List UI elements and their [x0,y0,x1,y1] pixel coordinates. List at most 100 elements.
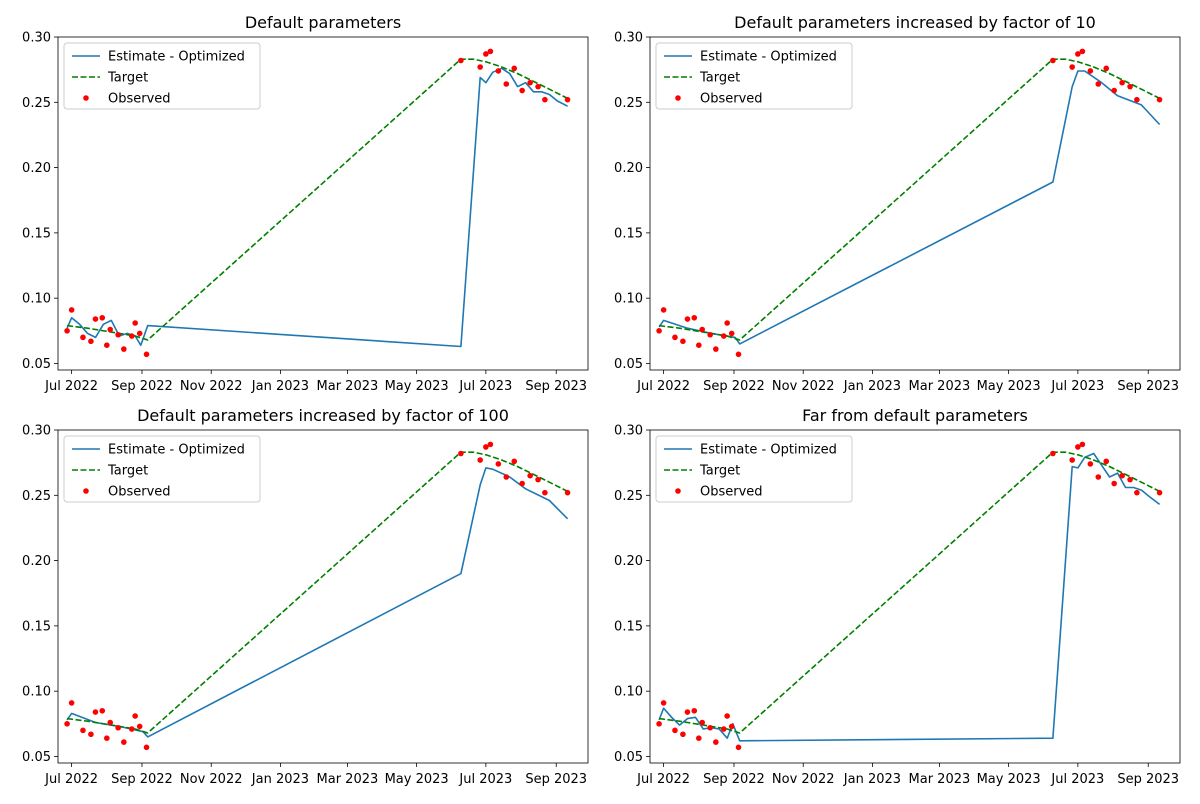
estimate-line [658,452,1161,742]
x-tick-label: Mar 2023 [317,379,379,394]
observed-point [724,713,730,719]
legend-label: Estimate - Optimized [108,443,245,458]
x-tick-label: Jan 2023 [843,379,901,394]
y-tick-label: 0.10 [22,685,51,700]
y-tick-label: 0.30 [614,31,643,46]
observed-point [707,724,713,731]
x-tick-label: Sep 2022 [111,379,173,394]
x-tick-label: Sep 2023 [525,379,587,394]
observed-point [483,444,489,450]
observed-point [1134,489,1140,496]
x-tick-label: Mar 2023 [909,772,971,787]
observed-point [88,731,94,738]
target-line [658,451,1160,734]
panel-title: Default parameters [245,13,401,32]
observed-point [1103,458,1110,465]
estimate-line [66,467,569,738]
observed-point [80,334,86,341]
observed-point [1069,457,1075,463]
observed-point [107,326,114,333]
legend-marker-observed [675,488,681,494]
y-tick-label: 0.30 [22,31,51,46]
observed-point [477,457,483,463]
legend-marker-observed [83,488,89,494]
observed-point [477,64,483,70]
observed-point [713,739,719,745]
observed-point [728,330,735,337]
observed-point [1075,444,1081,450]
legend-label: Target [699,71,740,86]
observed-point [728,723,735,730]
legend-label: Target [699,464,740,479]
x-tick-label: Nov 2022 [180,772,243,787]
x-tick-label: Jul 2022 [636,379,690,394]
observed-point [1119,79,1125,86]
observed-point [1050,450,1056,457]
plot-frame [649,429,1181,764]
y-tick-label: 0.20 [614,161,643,176]
legend: Estimate - Optimized Target Observed [655,435,853,503]
observed-point [1134,96,1140,103]
chart-panel-3: Default parameters increased by factor o… [22,406,589,787]
legend-label: Observed [108,485,171,500]
x-tick-label: May 2023 [977,772,1041,787]
panel-title: Far from default parameters [802,406,1028,425]
x-tick-label: Sep 2023 [525,772,587,787]
observed-point [1111,480,1117,487]
x-tick-label: Mar 2023 [909,379,971,394]
observed-point [503,81,510,87]
observed-point [1156,489,1163,496]
legend-box [655,435,853,503]
legend-label: Target [107,71,148,86]
estimate-line [658,70,1161,345]
observed-point [660,307,667,313]
observed-point [115,724,121,731]
y-tick-label: 0.20 [614,554,643,569]
x-tick-label: Nov 2022 [180,379,243,394]
panel-title: Default parameters increased by factor o… [137,406,509,425]
plot-frame [649,36,1181,371]
panel-data [64,48,571,358]
observed-point [1156,96,1163,103]
observed-point [535,83,541,90]
legend-marker-observed [83,95,89,101]
x-tick-label: Mar 2023 [317,772,379,787]
y-tick-label: 0.05 [22,357,51,372]
panel-data [656,48,1163,358]
panel-data [64,441,571,751]
observed-point [696,342,702,348]
observed-point [1127,476,1133,483]
observed-point [92,316,99,322]
observed-point [99,314,106,321]
y-tick-label: 0.05 [614,750,643,765]
x-tick-label: Jul 2023 [1050,772,1104,787]
x-tick-label: Jul 2022 [44,379,98,394]
observed-point [128,333,135,339]
observed-point [1079,48,1086,55]
observed-point [1103,65,1110,72]
observed-point [707,331,713,338]
x-tick-label: Jan 2023 [251,772,309,787]
observed-point [511,65,518,72]
observed-point [691,707,698,714]
x-tick-label: Sep 2022 [703,379,765,394]
observed-point [535,476,541,483]
y-tick-label: 0.15 [614,226,643,241]
y-tick-label: 0.30 [22,424,51,439]
y-tick-label: 0.15 [22,619,51,634]
observed-point [458,450,464,457]
observed-point [1127,83,1133,90]
observed-point [680,338,686,345]
observed-point [136,330,143,337]
panel-title: Default parameters increased by factor o… [734,13,1096,32]
observed-point [92,709,99,715]
y-tick-label: 0.05 [614,357,643,372]
observed-point [136,723,143,730]
observed-point [1119,472,1125,479]
observed-point [121,346,127,352]
observed-point [1087,461,1094,467]
observed-point [483,51,489,57]
legend-box [655,42,853,110]
